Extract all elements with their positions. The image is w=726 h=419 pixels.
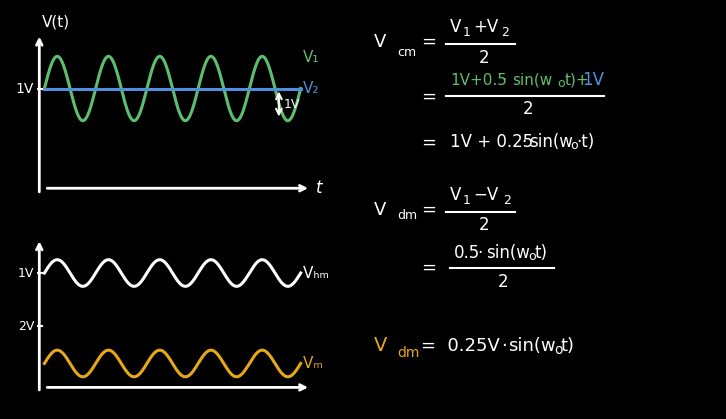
Text: 2: 2	[479, 49, 490, 67]
Text: V: V	[450, 18, 462, 36]
Text: sin(w: sin(w	[529, 134, 573, 151]
Text: −V: −V	[474, 186, 499, 204]
Text: V⁣ₕₘ: V⁣ₕₘ	[303, 266, 329, 280]
Text: ·: ·	[478, 244, 483, 262]
Text: 0.5: 0.5	[454, 244, 480, 262]
Text: 2: 2	[502, 194, 510, 207]
Text: t): t)	[561, 337, 575, 354]
Text: 1: 1	[463, 194, 470, 207]
Text: ·: ·	[501, 72, 506, 89]
Text: sin(w: sin(w	[512, 73, 552, 88]
Text: 2V: 2V	[18, 320, 34, 333]
Text: =: =	[421, 33, 436, 51]
Text: dm: dm	[398, 346, 420, 360]
Text: 2: 2	[523, 100, 534, 118]
Text: V₂: V₂	[303, 81, 319, 96]
Text: V: V	[374, 201, 386, 218]
Text: t): t)	[534, 244, 547, 262]
Text: =: =	[421, 88, 436, 105]
Text: ·: ·	[501, 337, 507, 354]
Text: ·t): ·t)	[576, 134, 595, 151]
Text: V: V	[374, 336, 387, 355]
Text: sin(w: sin(w	[508, 337, 556, 354]
Text: V: V	[374, 33, 386, 51]
Text: 1V: 1V	[284, 98, 301, 111]
Text: o: o	[558, 77, 565, 91]
Text: +V: +V	[474, 18, 499, 36]
Text: V: V	[450, 186, 462, 204]
Text: 1V: 1V	[16, 82, 34, 96]
Text: dm: dm	[398, 209, 417, 222]
Text: 1V: 1V	[18, 266, 34, 279]
Text: V₁: V₁	[303, 50, 319, 65]
Text: t)+: t)+	[565, 73, 589, 88]
Text: V(t): V(t)	[42, 14, 70, 29]
Text: ·: ·	[521, 134, 526, 151]
Text: o: o	[571, 139, 579, 153]
Text: o: o	[555, 343, 563, 357]
Text: 2: 2	[501, 26, 509, 39]
Text: =  0.25V: = 0.25V	[421, 337, 500, 354]
Text: 1V + 0.25: 1V + 0.25	[450, 134, 534, 151]
Text: V⁤ₘ: V⁤ₘ	[303, 356, 323, 371]
Text: 2: 2	[479, 217, 490, 234]
Text: o: o	[528, 250, 536, 263]
Text: =: =	[421, 134, 436, 151]
Text: =: =	[421, 259, 436, 277]
Text: 1: 1	[463, 26, 470, 39]
Text: sin(w: sin(w	[486, 244, 529, 262]
Text: 2: 2	[497, 273, 508, 290]
Text: t: t	[316, 179, 322, 197]
Text: cm: cm	[398, 46, 417, 59]
Text: 1V+0.5: 1V+0.5	[450, 73, 507, 88]
Text: =: =	[421, 201, 436, 218]
Text: 1V: 1V	[582, 72, 605, 89]
